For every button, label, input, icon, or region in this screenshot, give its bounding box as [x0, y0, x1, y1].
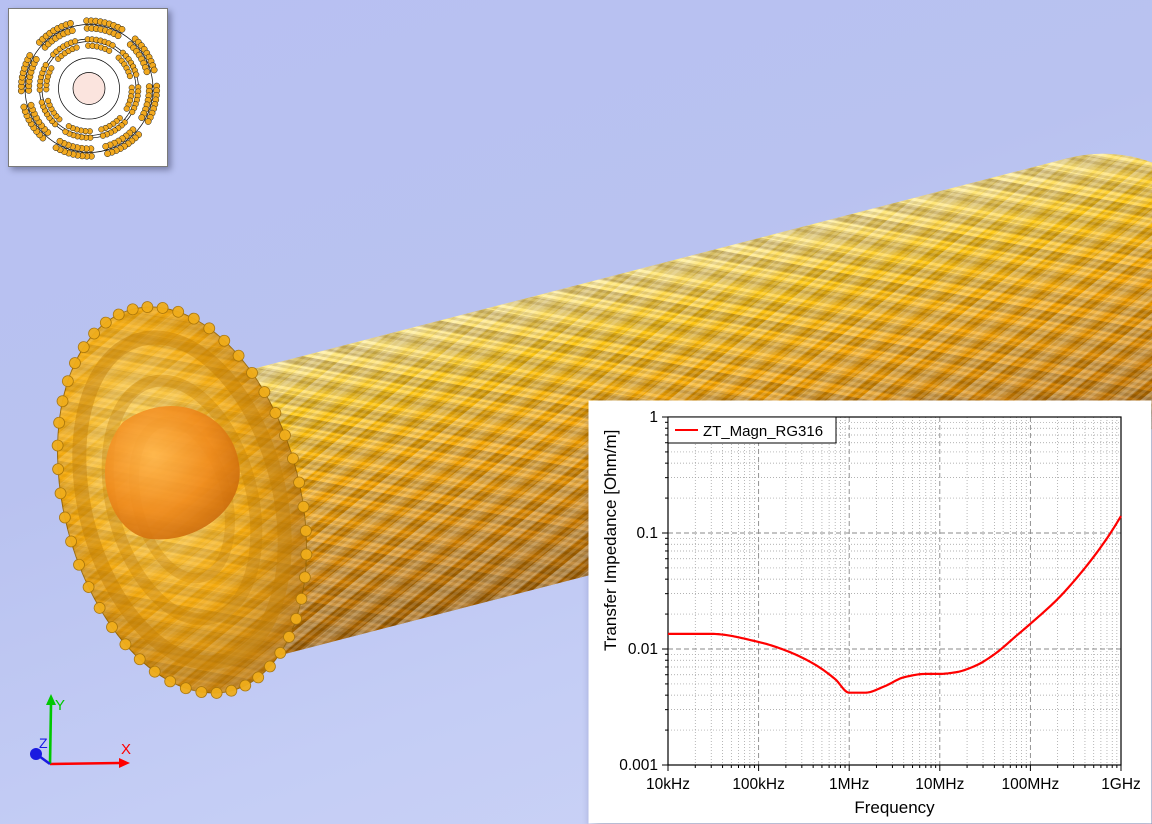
svg-text:Z: Z — [39, 735, 48, 751]
svg-text:X: X — [121, 741, 131, 758]
svg-text:Y: Y — [55, 697, 65, 714]
